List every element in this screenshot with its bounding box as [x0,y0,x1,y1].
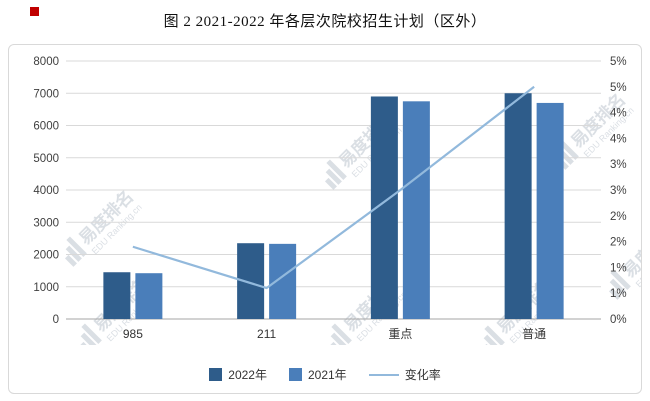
svg-text:211: 211 [257,327,276,341]
chart-title: 图 2 2021-2022 年各层次院校招生计划（区外） [163,14,487,30]
legend-item-change-rate: 变化率 [368,366,441,383]
svg-text:0: 0 [53,314,59,326]
svg-text:1000: 1000 [33,282,59,294]
svg-text:1%: 1% [610,288,627,300]
legend-label-2021: 2021年 [307,368,347,382]
svg-text:1%: 1% [610,262,627,274]
legend-swatch-2021 [288,368,302,381]
svg-text:6000: 6000 [33,121,59,133]
red-corner-marker [30,7,39,16]
svg-text:7000: 7000 [33,88,59,100]
svg-text:3%: 3% [610,185,627,197]
svg-text:3%: 3% [610,159,627,171]
svg-text:4000: 4000 [33,185,59,197]
svg-text:0%: 0% [610,314,627,326]
legend-label-2022: 2022年 [228,368,267,382]
svg-text:985: 985 [123,327,143,341]
legend-item-2021: 2021年 [288,366,347,383]
svg-text:普通: 普通 [522,327,546,341]
svg-text:2000: 2000 [33,250,59,262]
legend-label-change-rate: 变化率 [404,368,441,382]
svg-text:2%: 2% [610,211,627,223]
svg-text:8000: 8000 [33,56,59,68]
svg-text:4%: 4% [610,133,627,145]
legend-item-2022: 2022年 [209,366,267,383]
svg-text:重点: 重点 [388,327,412,341]
svg-text:5%: 5% [610,56,627,68]
svg-text:5%: 5% [610,82,627,94]
legend-swatch-2022 [209,368,223,381]
svg-text:4%: 4% [610,108,627,120]
svg-text:3000: 3000 [33,217,59,229]
svg-text:2%: 2% [610,237,627,249]
svg-text:5000: 5000 [33,153,59,165]
legend: 2022年 2021年 变化率 [9,366,641,383]
legend-line-sample [368,373,399,376]
